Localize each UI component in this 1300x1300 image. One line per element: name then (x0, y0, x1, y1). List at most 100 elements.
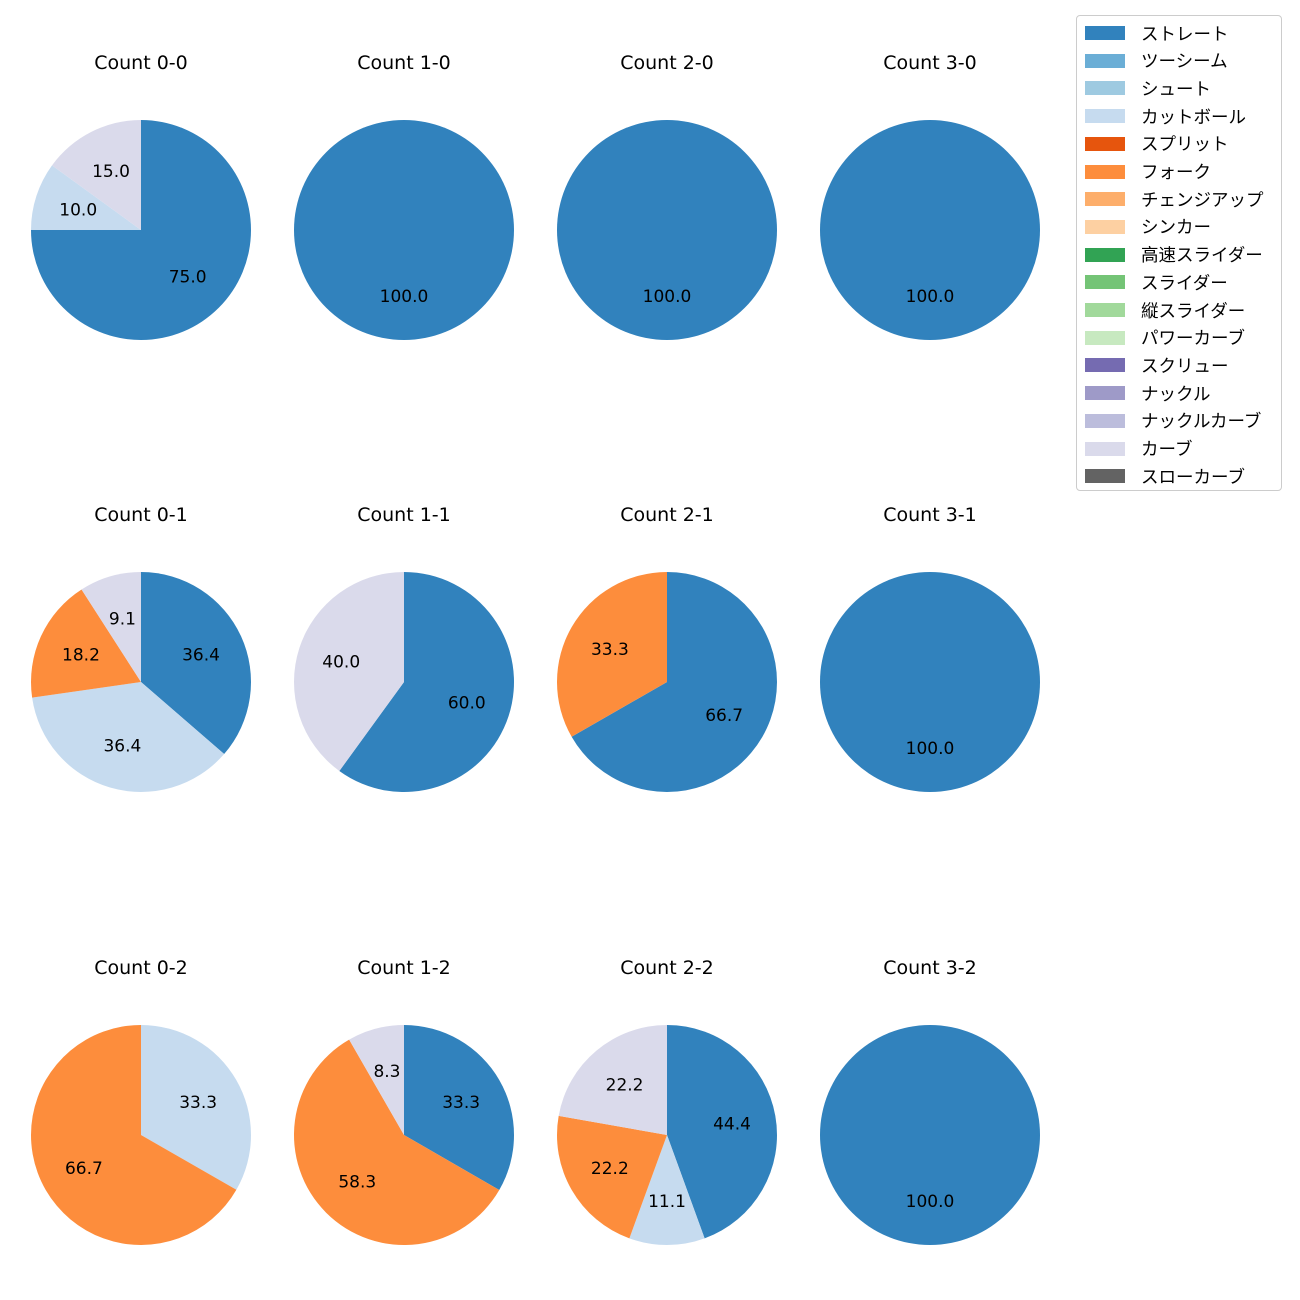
pie-count-1-1: Count 1-1 60.0 40.0 (293, 504, 514, 792)
pie-title: Count 3-2 (883, 957, 977, 979)
legend-item: シンカー (1085, 217, 1211, 239)
legend-label: パワーカーブ (1141, 329, 1245, 350)
pie-title: Count 2-1 (620, 504, 714, 526)
pie-count-1-2: Count 1-2 33.3 58.3 8.3 (293, 957, 514, 1245)
pie-slice-value: 100.0 (906, 1192, 955, 1212)
pie-slice (293, 1039, 500, 1245)
pie-slice (404, 1025, 514, 1190)
legend-item: スライダー (1085, 272, 1228, 294)
legend-label: ナックルカーブ (1141, 412, 1262, 433)
pie-slice-value: 8.3 (373, 1062, 400, 1082)
pie-slice (293, 572, 404, 771)
pie-slice-value: 15.0 (92, 162, 130, 182)
pie-slice (141, 572, 251, 755)
legend-item: チェンジアップ (1085, 189, 1264, 211)
pie-count-0-2: Count 0-2 33.3 66.7 (30, 957, 251, 1245)
pie-slice (32, 682, 225, 792)
pie-title: Count 1-0 (357, 52, 451, 74)
pie-title: Count 0-1 (94, 504, 188, 526)
pie-slice-value: 75.0 (169, 268, 207, 288)
legend-label: ストレート (1141, 24, 1229, 45)
pie-slice-value: 100.0 (906, 287, 955, 307)
legend-label: スローカーブ (1141, 467, 1245, 488)
chart-legend: ストレート ツーシーム シュート カットボール スプリット フォーク チェンジアップ シンカー… (1076, 15, 1282, 491)
pie-slice (349, 1025, 404, 1135)
pie-slice-value: 33.3 (442, 1093, 480, 1113)
pie-slice (558, 1025, 667, 1135)
legend-swatch (1085, 441, 1125, 456)
legend-item: フォーク (1085, 162, 1211, 183)
legend-item: パワーカーブ (1085, 328, 1245, 350)
legend-swatch (1085, 247, 1125, 262)
pie-count-2-1: Count 2-1 66.7 33.3 (556, 504, 777, 792)
legend-label: カットボール (1141, 107, 1246, 128)
pie-slice-value: 66.7 (65, 1159, 103, 1179)
pie-count-3-2: Count 3-2 100.0 (820, 957, 1040, 1245)
legend-swatch (1085, 164, 1125, 179)
pie-slice-value: 22.2 (606, 1075, 644, 1095)
legend-swatch (1085, 413, 1125, 428)
legend-item: スクリュー (1085, 355, 1229, 377)
pie-slice-value: 100.0 (906, 739, 955, 759)
legend-item: カーブ (1085, 439, 1193, 460)
pie-count-2-2: Count 2-2 44.4 11.1 22.2 22.2 (557, 957, 777, 1245)
legend-label: 縦スライダー (1141, 301, 1246, 322)
pie-count-3-0: Count 3-0 100.0 (820, 52, 1040, 340)
pie-count-1-0: Count 1-0 100.0 (294, 52, 514, 340)
pie-slice (820, 120, 1040, 340)
pie-title: Count 2-2 (620, 957, 714, 979)
pie-title: Count 0-0 (94, 52, 188, 74)
legend-swatch (1085, 219, 1125, 234)
legend-item: 縦スライダー (1085, 300, 1246, 322)
pie-slice (629, 1135, 705, 1245)
pie-slice-value: 36.4 (103, 736, 141, 756)
pie-slice-value: 11.1 (648, 1192, 686, 1212)
legend-swatch (1085, 386, 1125, 401)
legend-label: スプリット (1141, 135, 1229, 156)
legend-label: スライダー (1141, 273, 1228, 294)
pie-title: Count 2-0 (620, 52, 714, 74)
legend-label: ナックル (1141, 384, 1211, 405)
pie-slice (556, 572, 667, 737)
pie-slice (571, 572, 777, 792)
legend-label: ツーシーム (1141, 52, 1228, 73)
pie-slice (820, 1025, 1040, 1245)
legend-item: スプリット (1085, 134, 1229, 156)
pie-slice-value: 18.2 (62, 646, 100, 666)
pie-slice-value: 44.4 (713, 1115, 751, 1135)
legend-item: ツーシーム (1085, 51, 1228, 73)
legend-item: ストレート (1085, 23, 1229, 45)
pie-slice-value: 33.3 (179, 1093, 217, 1113)
legend-label: カーブ (1141, 440, 1193, 460)
legend-item: ナックルカーブ (1085, 411, 1262, 433)
legend-swatch (1085, 275, 1125, 290)
pie-slice (31, 589, 141, 698)
legend-label: チェンジアップ (1141, 190, 1264, 211)
legend-label: フォーク (1141, 163, 1211, 183)
legend-swatch (1085, 358, 1125, 373)
legend-label: 高速スライダー (1141, 246, 1263, 267)
legend-swatch (1085, 330, 1125, 345)
pie-slice-value: 58.3 (338, 1173, 376, 1193)
legend-label: シンカー (1141, 218, 1211, 239)
pie-slice (141, 1025, 251, 1190)
pie-count-2-0: Count 2-0 100.0 (557, 52, 777, 340)
pie-title: Count 3-1 (883, 504, 977, 526)
legend-item: ナックル (1085, 383, 1211, 405)
pie-slice-value: 66.7 (705, 706, 743, 726)
pie-title: Count 1-2 (357, 957, 451, 979)
legend-swatch (1085, 81, 1125, 96)
pie-slice (81, 572, 141, 682)
legend-swatch (1085, 469, 1125, 484)
pie-slice (339, 572, 514, 792)
pie-title: Count 3-0 (883, 52, 977, 74)
legend-item: 高速スライダー (1085, 245, 1263, 267)
pie-slice (30, 1025, 237, 1245)
pie-slice-value: 60.0 (448, 693, 486, 713)
pie-slice-value: 100.0 (380, 287, 429, 307)
pie-slice-value: 10.0 (59, 201, 97, 221)
pie-slice-value: 40.0 (322, 653, 360, 673)
pie-slice (294, 120, 514, 340)
pie-slice (31, 165, 141, 230)
